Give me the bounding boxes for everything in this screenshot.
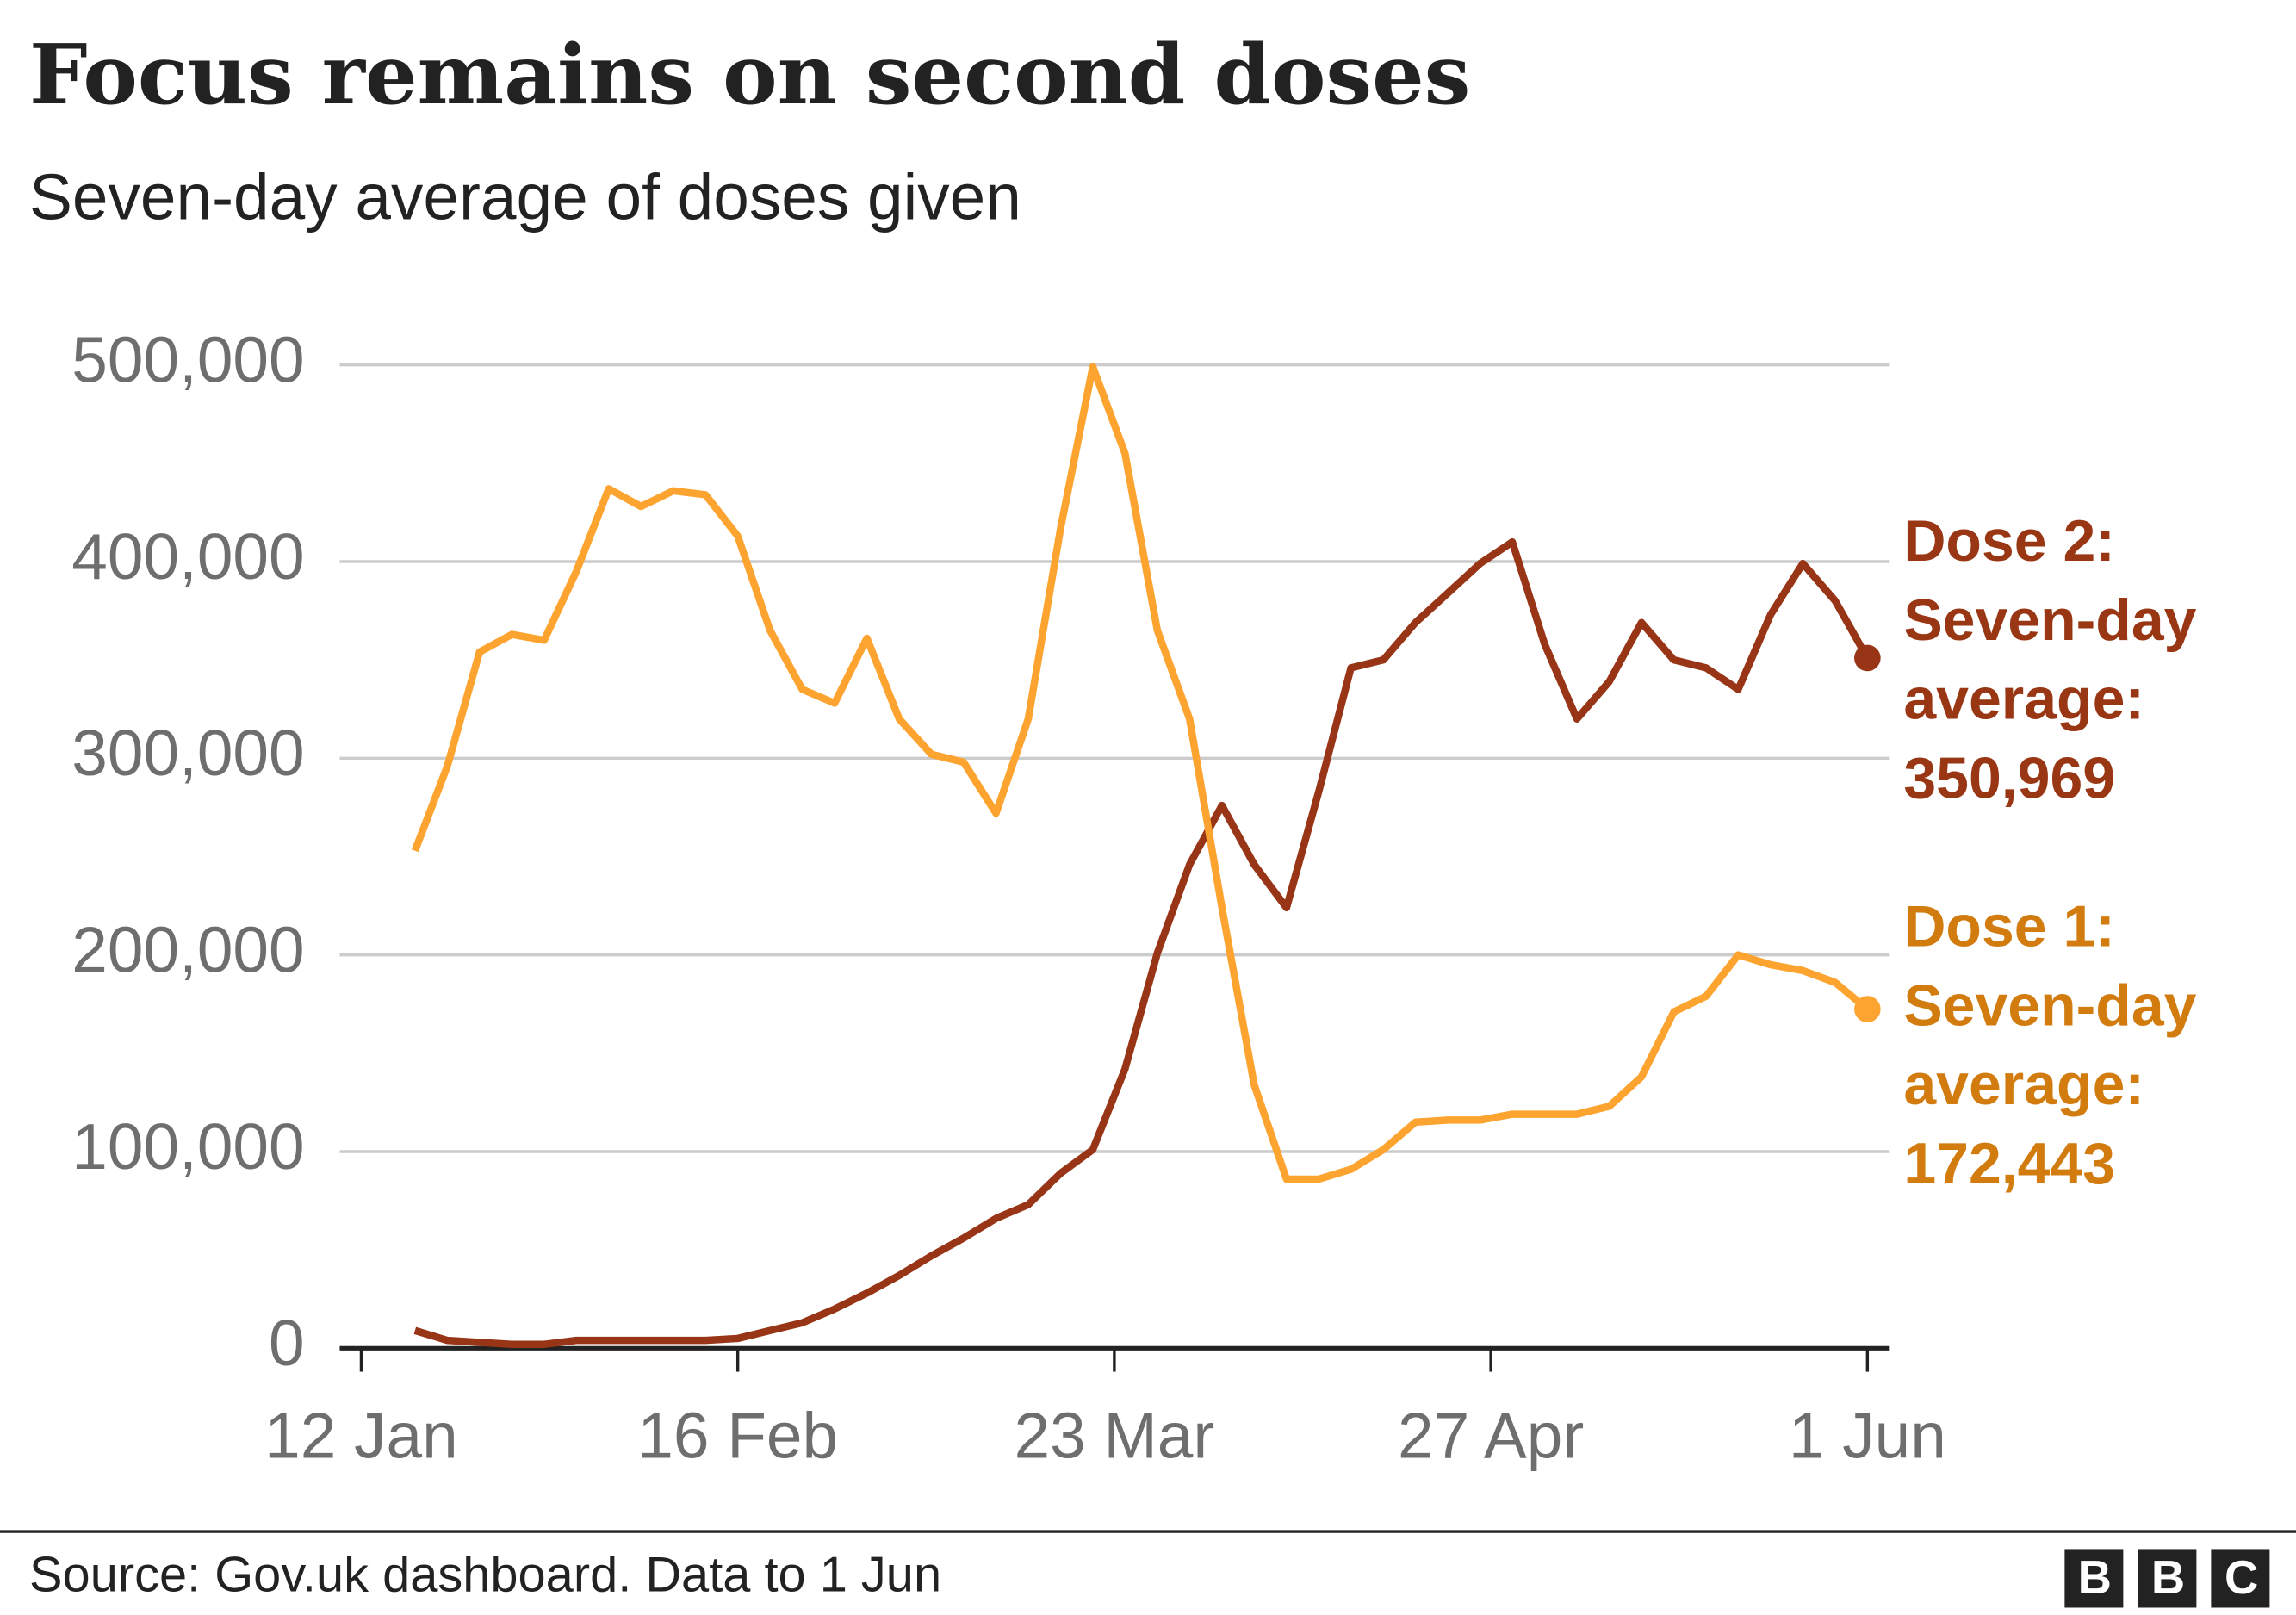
y-tick-label: 200,000 (71, 913, 304, 985)
line (413, 537, 1871, 1348)
y-tick-label: 0 (269, 1307, 305, 1379)
line (411, 363, 1871, 1183)
annotation: Seven-day (1903, 972, 2196, 1038)
x-tick-label: 23 Mar (1014, 1399, 1214, 1471)
logo-box (2211, 1549, 2270, 1608)
logo-box (2138, 1549, 2197, 1608)
x-tick-label: 16 Feb (637, 1399, 838, 1471)
chart-subtitle: Seven-day average of doses given (29, 161, 1021, 233)
logo-box (2064, 1549, 2124, 1608)
annotation: Dose 2: (1903, 508, 2115, 574)
y-tick-label: 400,000 (71, 520, 304, 593)
chart-title: Focus remains on second doses (29, 28, 1470, 123)
x-tick-label: 27 Apr (1398, 1399, 1584, 1471)
y-tick-label: 100,000 (71, 1110, 304, 1183)
annotation-value: 350,969 (1903, 746, 2115, 811)
logo: BBC (2078, 1551, 2296, 1604)
annotation: average: (1903, 1052, 2144, 1117)
annotation-value: 172,443 (1903, 1131, 2115, 1196)
source: Source: Gov.uk dashboard. Data to 1 Jun (29, 1548, 941, 1603)
x-tick-label: 1 Jun (1789, 1399, 1946, 1471)
x-tick-label: 12 Jan (264, 1399, 458, 1471)
annotation: Dose 1: (1903, 893, 2115, 959)
end-dot (1854, 644, 1881, 672)
annotation: average: (1903, 667, 2144, 732)
y-tick-label: 500,000 (71, 323, 304, 395)
annotation: Seven-day (1903, 587, 2196, 653)
y-tick-label: 300,000 (71, 717, 304, 789)
end-dot (1854, 996, 1881, 1022)
